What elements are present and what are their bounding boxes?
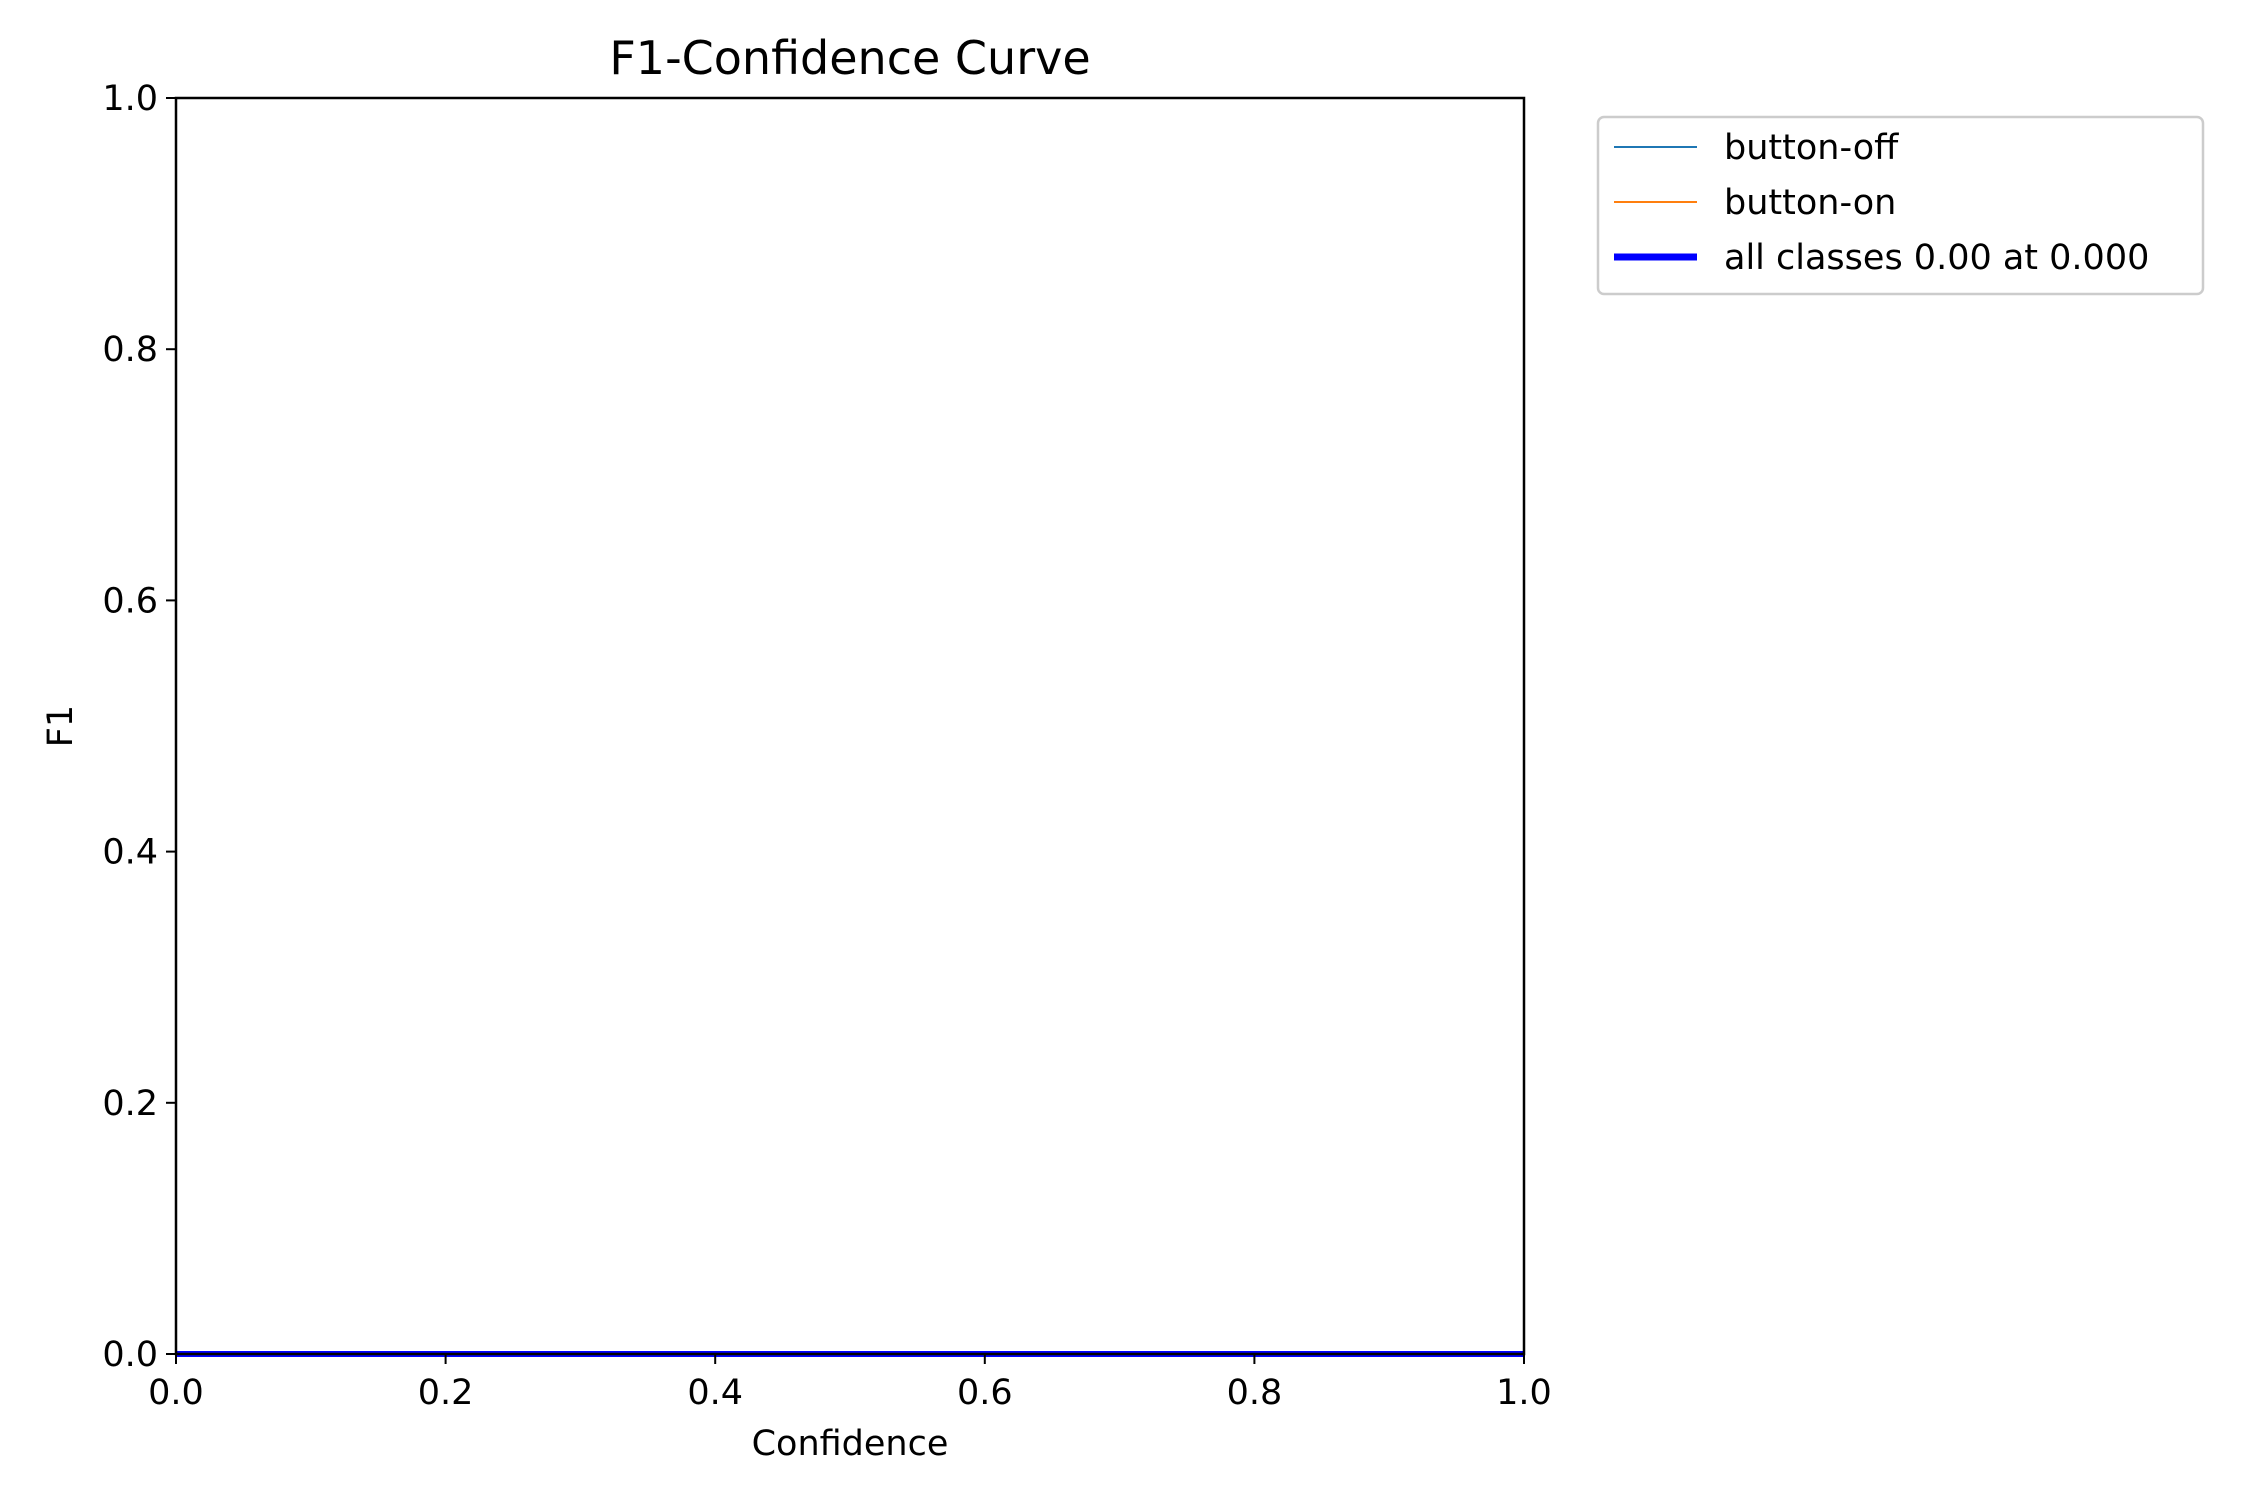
legend: button-off button-on all classes 0.00 at 0… [1596, 115, 2205, 296]
x-axis-label: Confidence [752, 1424, 949, 1464]
y-tick-label: 0.0 [102, 1335, 158, 1375]
x-tick-label: 1.0 [1496, 1373, 1552, 1413]
y-tick-label: 0.2 [102, 1084, 158, 1124]
legend-label-1: button-off [1724, 128, 1899, 168]
y-tick-label: 0.4 [102, 833, 158, 873]
y-tick-label: 0.8 [102, 330, 158, 370]
x-axis-ticks: 0.0 0.2 0.4 0.6 0.8 1.0 [148, 1354, 1552, 1413]
y-tick-label: 1.0 [102, 79, 158, 119]
x-tick-label: 0.4 [687, 1373, 743, 1413]
x-tick-label: 0.8 [1227, 1373, 1283, 1413]
legend-entries: button-off button-on all classes 0.00 at 0… [1614, 128, 2149, 278]
legend-box [1596, 115, 2205, 296]
legend-label-3: all classes 0.00 at 0.000 [1724, 238, 2149, 278]
y-axis-label: F1 [41, 705, 81, 747]
plot-frame [174, 96, 1526, 1356]
chart-title: F1-Confidence Curve [609, 31, 1090, 85]
x-tick-label: 0.6 [957, 1373, 1013, 1413]
x-tick-label: 0.0 [148, 1373, 204, 1413]
y-tick-label: 0.6 [102, 581, 158, 621]
y-axis-ticks: 0.0 0.2 0.4 0.6 0.8 1.0 [102, 79, 176, 1375]
x-tick-label: 0.2 [418, 1373, 474, 1413]
legend-label-2: button-on [1724, 183, 1896, 223]
